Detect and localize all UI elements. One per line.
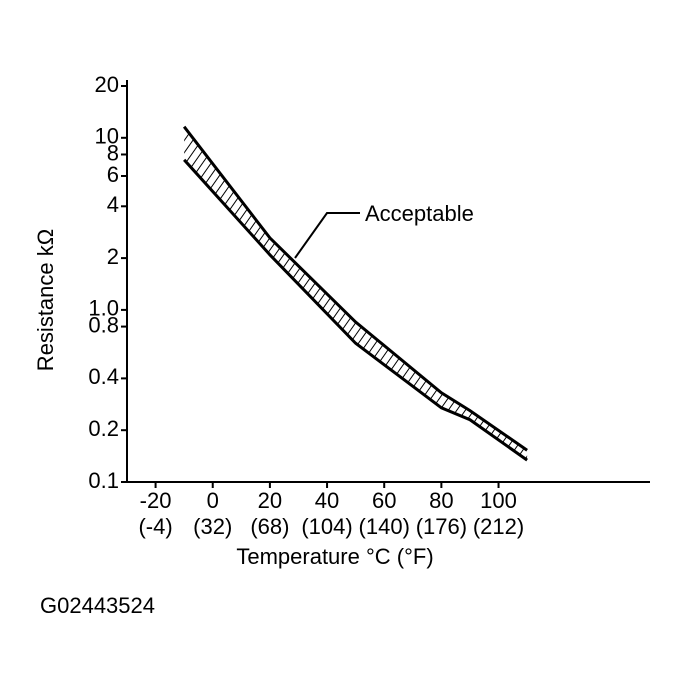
y-tick-label: 0.4 [88, 364, 119, 389]
annotation-leader [294, 212, 360, 259]
x-tick-label: -20 [140, 488, 172, 513]
x-tick-secondary-label: (212) [473, 514, 524, 539]
x-axis-label: Temperature °C (°F) [236, 544, 433, 569]
x-tick-label: 40 [315, 488, 339, 513]
y-tick-label: 6 [107, 162, 119, 187]
y-tick-label: 1.0 [88, 296, 119, 321]
y-tick-label: 0.8 [88, 312, 119, 337]
x-tick-secondary-label: (176) [416, 514, 467, 539]
annotation: Acceptable [365, 201, 474, 226]
band-hatch [184, 126, 528, 461]
x-tick-secondary-label: (104) [301, 514, 352, 539]
x-tick-secondary-label: (68) [250, 514, 289, 539]
x-tick-secondary-label: (140) [359, 514, 410, 539]
x-tick-secondary-label: (32) [193, 514, 232, 539]
curve [183, 158, 528, 462]
curve [182, 125, 528, 452]
y-tick-label: 10 [95, 124, 119, 149]
y-tick-label: 2 [107, 244, 119, 269]
x-tick-secondary-label: (-4) [138, 514, 172, 539]
y-tick-label: 0.2 [88, 416, 119, 441]
y-tick-label: 0.1 [88, 468, 119, 493]
x-tick-label: 60 [372, 488, 396, 513]
x-tick-label: 100 [480, 488, 517, 513]
y-axis-label: Resistance kΩ [33, 229, 58, 371]
x-tick-label: 0 [207, 488, 219, 513]
y-tick-label: 4 [107, 192, 119, 217]
y-tick-label: 20 [95, 72, 119, 97]
x-tick-label: 80 [429, 488, 453, 513]
figure-id: G02443524 [40, 593, 155, 618]
x-tick-label: 20 [258, 488, 282, 513]
y-tick-label: 8 [107, 140, 119, 165]
